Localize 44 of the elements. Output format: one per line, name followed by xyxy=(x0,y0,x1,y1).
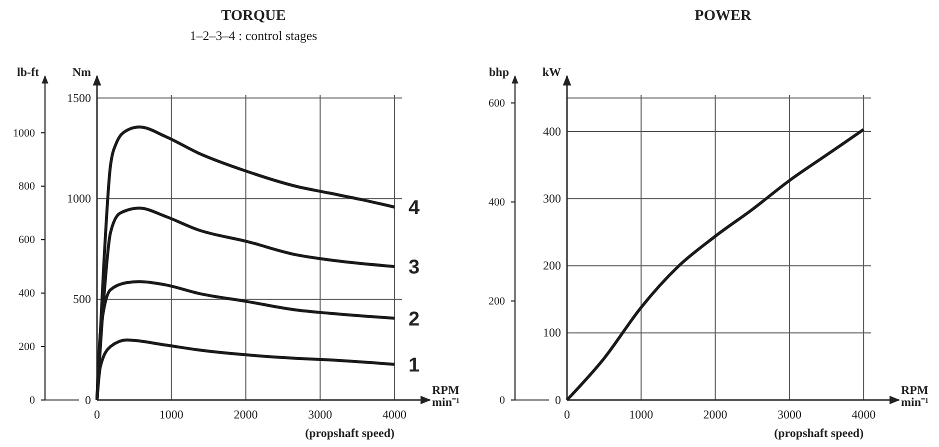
x-tick-label: 1000 xyxy=(629,408,654,422)
y2-tick-label: 200 xyxy=(488,296,506,308)
y-axis-title: Nm xyxy=(72,65,91,79)
x-tick-label: 2000 xyxy=(234,408,258,422)
y-tick-label: 100 xyxy=(543,326,561,340)
chart-title: POWER xyxy=(694,8,752,24)
y2-tick-label: 200 xyxy=(18,341,36,354)
y-axis-title: kW xyxy=(542,65,561,79)
y-tick-label: 1000 xyxy=(67,192,91,206)
y-tick-label: 1500 xyxy=(67,90,91,105)
series-label: 4 xyxy=(408,197,421,220)
series-label: 1 xyxy=(408,354,420,376)
y-tick-label: 500 xyxy=(73,292,91,306)
y-tick-label: 200 xyxy=(543,258,561,273)
y2-axis-title: bhp xyxy=(488,65,510,79)
series-label: 2 xyxy=(408,308,420,330)
x-tick-label: 0 xyxy=(564,408,570,422)
y2-tick-label: 600 xyxy=(488,97,506,110)
chart-subtitle: 1–2–3–4 : control stages xyxy=(190,28,318,43)
y2-tick-label: 0 xyxy=(30,394,36,407)
y2-tick-label: 600 xyxy=(18,234,36,246)
x-tick-label: 4000 xyxy=(852,408,876,422)
y-tick-label: 0 xyxy=(85,392,91,407)
y-tick-label: 300 xyxy=(543,192,561,206)
y-tick-label: 400 xyxy=(543,124,561,138)
y2-axis-title: lb-ft xyxy=(17,65,39,79)
x-axis-title: RPM min⁻¹ xyxy=(901,383,930,409)
text: (propshaft speed) xyxy=(305,426,395,440)
x-tick-label: 4000 xyxy=(382,408,407,422)
y2-tick-label: 1000 xyxy=(13,127,36,140)
x-tick-label: 3000 xyxy=(777,408,802,422)
x-axis-title: RPM min⁻¹ xyxy=(432,383,460,409)
x-tick-label: 0 xyxy=(94,408,100,422)
y2-tick-label: 400 xyxy=(488,196,506,208)
x-tick-label: 1000 xyxy=(159,408,184,422)
y2-tick-label: 800 xyxy=(18,180,36,193)
series-label: 3 xyxy=(408,256,420,279)
x-tick-label: 2000 xyxy=(703,408,728,422)
y2-tick-label: 0 xyxy=(500,394,506,407)
x-tick-label: 3000 xyxy=(308,408,332,422)
chart-title: TORQUE xyxy=(221,8,286,24)
y2-tick-label: 400 xyxy=(18,288,36,300)
y-tick-label: 0 xyxy=(555,392,561,407)
text: (propshaft speed) xyxy=(774,426,864,440)
